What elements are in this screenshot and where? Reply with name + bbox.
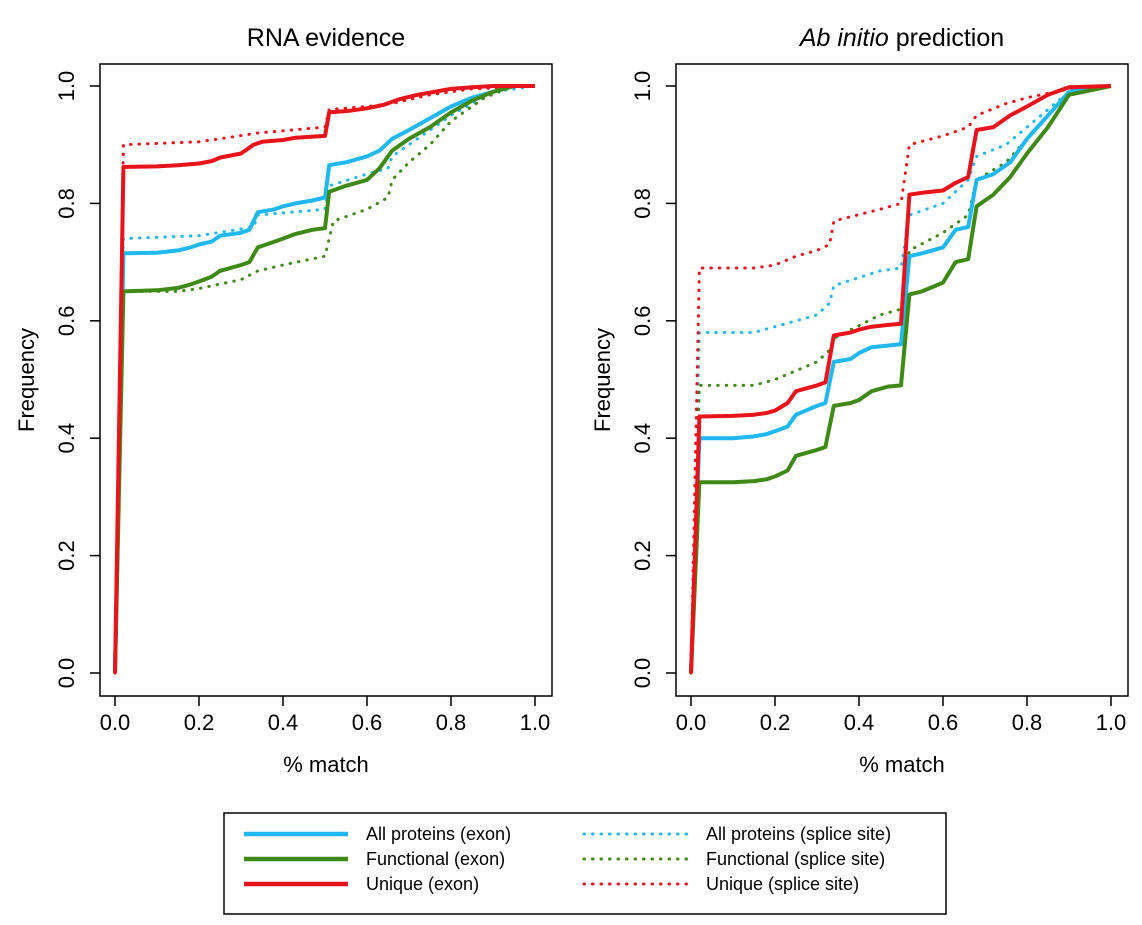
y-tick-label: 0.2 bbox=[54, 540, 79, 571]
chart-title-text: prediction bbox=[896, 24, 1004, 52]
legend-label-all-proteins-splice-site: All proteins (splice site) bbox=[706, 824, 891, 844]
y-tick-label: 0.2 bbox=[630, 540, 655, 571]
series-line-unique-exon bbox=[689, 84, 1112, 674]
x-tick-label: 0.6 bbox=[352, 710, 383, 735]
series-line-all-proteins-exon bbox=[113, 84, 535, 674]
series-line-unique-splice-site bbox=[113, 84, 537, 675]
legend: All proteins (exon) Functional (exon) Un… bbox=[223, 812, 947, 915]
series-line-unique-splice-site bbox=[689, 84, 1113, 675]
x-tick-label: 0.0 bbox=[676, 710, 707, 735]
chart-title-text: RNA evidence bbox=[247, 24, 405, 52]
y-tick-label: 1.0 bbox=[630, 71, 655, 102]
x-tick-label: 0.8 bbox=[436, 710, 467, 735]
x-tick-label: 0.4 bbox=[844, 710, 875, 735]
panel-rna-evidence: RNA evidence 0.0 0.2 0.4 0.6 0.8 1.0 0.0 0.2 0.4 0… bbox=[14, 24, 553, 777]
legend-label-functional-splice-site: Functional (splice site) bbox=[706, 849, 885, 869]
x-axis-label: % match bbox=[283, 752, 369, 777]
x-tick-label: 1.0 bbox=[1096, 710, 1127, 735]
y-tick-label: 0.0 bbox=[630, 658, 655, 689]
series-line-functional-splice-site bbox=[113, 84, 537, 675]
panel-ab-initio-prediction: Ab initio prediction 0.0 0.2 0.4 0.6 0.8 1.0 0.… bbox=[590, 24, 1129, 777]
legend-box bbox=[223, 812, 947, 915]
y-tick-label: 0.8 bbox=[630, 188, 655, 219]
y-axis-label: Frequency bbox=[14, 328, 39, 432]
x-tick-label: 0.2 bbox=[184, 710, 215, 735]
legend-label-all-proteins-exon: All proteins (exon) bbox=[366, 824, 511, 844]
y-tick-label: 0.0 bbox=[54, 658, 79, 689]
plot-frame bbox=[99, 63, 553, 697]
y-tick-label: 0.6 bbox=[54, 306, 79, 337]
x-tick-label: 0.2 bbox=[760, 710, 791, 735]
y-tick-label: 0.4 bbox=[54, 423, 79, 454]
legend-label-unique-exon: Unique (exon) bbox=[366, 874, 479, 894]
x-tick-label: 0.0 bbox=[100, 710, 131, 735]
y-tick-label: 1.0 bbox=[54, 71, 79, 102]
plot-frame bbox=[675, 63, 1129, 697]
series-line-unique-exon bbox=[113, 84, 535, 674]
legend-label-functional-exon: Functional (exon) bbox=[366, 849, 505, 869]
series-line-functional-exon bbox=[689, 84, 1112, 674]
x-tick-label: 0.4 bbox=[268, 710, 299, 735]
chart-title-italic: Ab initio bbox=[798, 24, 896, 52]
series-line-all-proteins-exon bbox=[689, 84, 1112, 674]
x-axis-label: % match bbox=[859, 752, 945, 777]
x-tick-label: 0.8 bbox=[1012, 710, 1043, 735]
series-line-functional-exon bbox=[113, 84, 535, 674]
x-tick-label: 0.6 bbox=[928, 710, 959, 735]
chart-title: RNA evidence bbox=[247, 24, 405, 52]
chart-title: Ab initio prediction bbox=[798, 24, 1004, 52]
y-tick-label: 0.4 bbox=[630, 423, 655, 454]
x-tick-label: 1.0 bbox=[520, 710, 551, 735]
legend-label-unique-splice-site: Unique (splice site) bbox=[706, 874, 859, 894]
y-axis-label: Frequency bbox=[590, 328, 615, 432]
y-tick-label: 0.8 bbox=[54, 188, 79, 219]
series-line-all-proteins-splice-site bbox=[113, 84, 537, 675]
y-tick-label: 0.6 bbox=[630, 306, 655, 337]
